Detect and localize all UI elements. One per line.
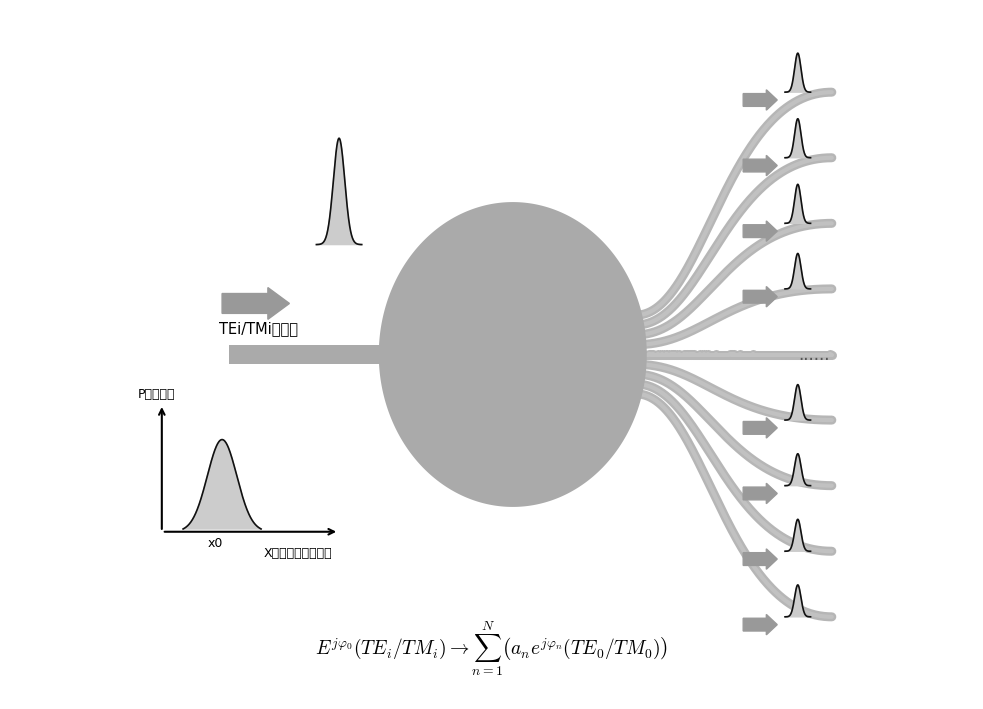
Polygon shape <box>785 385 811 420</box>
FancyArrow shape <box>222 288 289 319</box>
Text: TEi/TMi光输入: TEi/TMi光输入 <box>218 321 298 336</box>
FancyArrow shape <box>743 155 778 176</box>
Polygon shape <box>785 585 811 617</box>
FancyArrow shape <box>743 549 778 569</box>
Polygon shape <box>785 520 811 551</box>
FancyArrow shape <box>743 418 778 438</box>
FancyArrow shape <box>743 286 778 307</box>
Polygon shape <box>378 202 647 507</box>
FancyArrow shape <box>743 90 778 110</box>
Polygon shape <box>317 138 362 245</box>
FancyArrow shape <box>743 484 778 503</box>
Polygon shape <box>785 454 811 486</box>
Text: $E^{j\varphi_0}(TE_i/TM_i) \rightarrow \sum_{n=1}^{N}\left(a_n e^{j\varphi_n}(TE: $E^{j\varphi_0}(TE_i/TM_i) \rightarrow \… <box>315 619 668 679</box>
Polygon shape <box>785 184 811 223</box>
Text: P（强度）: P（强度） <box>138 388 175 401</box>
Polygon shape <box>785 254 811 289</box>
Polygon shape <box>785 53 811 92</box>
Text: x0: x0 <box>207 537 223 550</box>
Text: ......: ...... <box>798 345 830 364</box>
Polygon shape <box>785 119 811 157</box>
Bar <box>229 345 460 364</box>
FancyArrow shape <box>743 221 778 241</box>
Polygon shape <box>183 440 261 529</box>
FancyArrow shape <box>743 615 778 635</box>
Text: X（波导宽度方向）: X（波导宽度方向） <box>263 547 332 559</box>
